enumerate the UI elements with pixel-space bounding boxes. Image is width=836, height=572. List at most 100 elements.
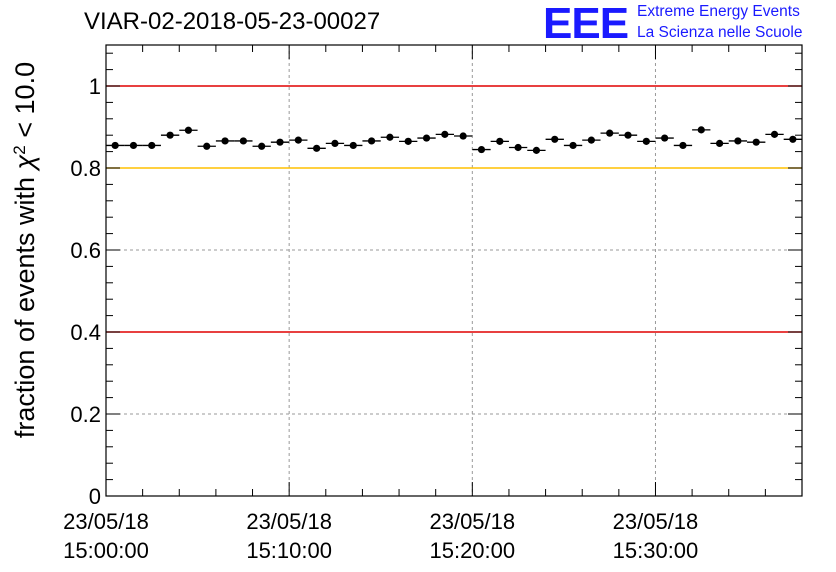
x-tick-label-date: 23/05/18 — [613, 509, 699, 534]
grid-lines — [106, 45, 802, 496]
chart-title: VIAR-02-2018-05-23-00027 — [84, 8, 381, 35]
data-point — [362, 137, 381, 145]
y-tick-label: 0.4 — [70, 320, 101, 345]
point-marker — [221, 137, 229, 145]
data-point — [710, 139, 729, 147]
point-marker — [697, 126, 705, 134]
point-marker — [715, 139, 724, 147]
data-point — [289, 136, 308, 144]
point-marker — [239, 137, 247, 145]
data-point — [160, 131, 180, 139]
x-tick-label-date: 23/05/18 — [63, 509, 149, 534]
point-marker — [752, 138, 760, 146]
data-point — [508, 143, 528, 152]
point-marker — [642, 137, 650, 145]
data-point — [179, 126, 198, 134]
data-point — [399, 137, 418, 145]
point-marker — [587, 136, 595, 144]
point-marker — [276, 138, 284, 146]
point-marker — [569, 141, 577, 150]
data-point — [545, 135, 564, 143]
point-marker — [386, 133, 394, 141]
y-tick-label: 0.8 — [70, 156, 101, 181]
data-point — [765, 130, 784, 138]
data-point — [344, 141, 363, 150]
x-tick-label-date: 23/05/18 — [246, 509, 332, 534]
data-point — [435, 130, 454, 138]
y-tick-label: 0 — [89, 484, 101, 509]
y-tick-label: 0.2 — [70, 402, 101, 427]
point-marker — [148, 141, 156, 150]
x-tick-label-date: 23/05/18 — [429, 509, 515, 534]
point-marker — [129, 141, 138, 150]
point-marker — [770, 130, 779, 138]
y-tick-label: 0.6 — [70, 238, 101, 263]
y-tick-labels: 0 0.2 0.4 0.6 0.8 1 — [70, 74, 101, 509]
data-point — [197, 142, 216, 150]
point-marker — [184, 126, 193, 134]
data-point — [673, 141, 693, 150]
point-marker — [477, 145, 486, 154]
data-point — [307, 144, 326, 152]
point-marker — [111, 141, 119, 150]
data-points — [106, 126, 802, 154]
data-point — [637, 137, 656, 145]
data-point — [582, 136, 601, 144]
data-point — [124, 141, 143, 150]
data-point — [472, 145, 491, 154]
point-marker — [532, 146, 541, 154]
data-point — [527, 146, 546, 154]
point-marker — [404, 137, 412, 145]
data-point — [454, 132, 473, 140]
point-marker — [367, 137, 376, 145]
x-tick-label-time: 15:20:00 — [429, 538, 515, 563]
x-tick-label-time: 15:30:00 — [613, 538, 699, 563]
point-marker — [679, 141, 687, 150]
point-marker — [258, 142, 266, 150]
data-point — [655, 134, 674, 142]
data-point — [747, 138, 766, 146]
point-marker — [734, 137, 742, 145]
x-tick-label-time: 15:10:00 — [246, 538, 332, 563]
point-marker — [661, 134, 669, 142]
data-point — [783, 135, 802, 143]
data-point — [106, 141, 125, 150]
point-marker — [331, 139, 339, 147]
data-point — [490, 137, 509, 145]
data-point — [692, 126, 711, 134]
point-marker — [496, 137, 504, 145]
data-point — [252, 142, 271, 150]
data-point — [600, 129, 619, 137]
data-point — [417, 134, 436, 142]
y-tick-label: 1 — [89, 74, 101, 99]
data-point — [618, 131, 638, 139]
axis-ticks — [105, 45, 803, 497]
data-point — [270, 138, 290, 146]
point-marker — [551, 135, 559, 143]
data-point — [325, 139, 345, 147]
point-marker — [441, 130, 449, 138]
data-point — [142, 141, 161, 150]
point-marker — [313, 144, 321, 152]
point-marker — [789, 135, 797, 143]
point-marker — [624, 131, 632, 139]
point-marker — [422, 134, 431, 142]
plot-frame — [105, 44, 803, 497]
point-marker — [459, 132, 467, 140]
x-tick-labels: 23/05/18 15:00:00 23/05/18 15:10:00 23/05/18… — [63, 509, 698, 563]
point-marker — [203, 142, 211, 150]
point-marker — [294, 136, 302, 144]
point-marker — [514, 143, 522, 152]
reference-lines — [106, 85, 802, 333]
x-tick-label-time: 15:00:00 — [63, 538, 149, 563]
data-point — [563, 141, 583, 150]
eee-logo-mark: EEE — [543, 0, 629, 48]
y-axis-label: fraction of events with χ2 < 10.0 — [10, 62, 41, 438]
logo-line-2: La Scienza nelle Scuole — [637, 24, 803, 41]
logo-line-1: Extreme Energy Events — [637, 3, 800, 20]
point-marker — [606, 129, 614, 137]
data-point — [380, 133, 400, 141]
point-marker — [166, 131, 174, 139]
data-point — [234, 137, 253, 145]
